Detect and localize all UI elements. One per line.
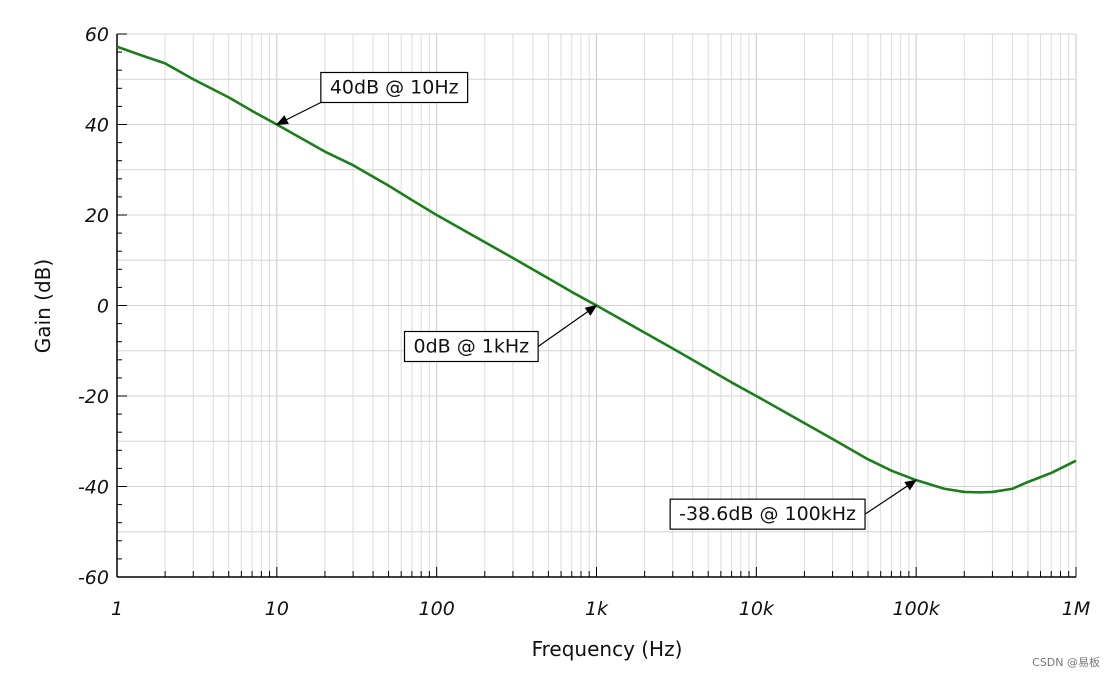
series-layer [116,45,1077,494]
annotation-arrow [537,304,598,347]
axes: 1 10 100 1k 10k 100k 1M 60 40 20 0 -20 -40 -60 [78,24,1090,620]
y-tick-label: -60 [78,567,109,589]
gain-series-line [116,45,1077,494]
annotation-box [403,330,539,363]
annotation: -38.6dB @ 100kHz [669,479,917,530]
annotation-label: 40dB @ 10Hz [330,77,459,99]
x-tick-label: 10k [739,598,775,620]
annotation: 0dB @ 1kHz [403,304,598,363]
y-tick-label: 40 [85,115,109,137]
annotation-box [669,498,866,530]
y-tick-label: -20 [78,386,109,408]
annotation: 40dB @ 10Hz [275,71,469,126]
annotation-label: -38.6dB @ 100kHz [679,503,856,525]
x-tick-label: 1 [111,598,123,620]
x-tick-label: 1k [585,598,609,620]
y-tick-label: 20 [85,205,109,227]
x-tick-label: 100 [419,598,455,620]
y-tick-label: -40 [78,477,109,499]
annotation-arrow [275,101,322,126]
x-tick-label: 1M [1062,598,1090,620]
x-tick-label: 100k [893,598,941,620]
y-axis-title: Gain (dB) [31,259,55,353]
annotations: 40dB @ 10Hz 0dB @ 1kHz -38.6dB @ 100kHz [275,71,917,530]
annotation-arrow [864,479,917,515]
x-tick-label: 10 [265,598,289,620]
y-tick-label: 0 [97,296,109,318]
x-axis-title: Frequency (Hz) [532,637,683,661]
annotation-label: 0dB @ 1kHz [414,336,530,358]
watermark-text: CSDN @易板 [1032,656,1100,669]
annotation-box [320,71,469,104]
y-tick-label: 60 [85,24,109,46]
